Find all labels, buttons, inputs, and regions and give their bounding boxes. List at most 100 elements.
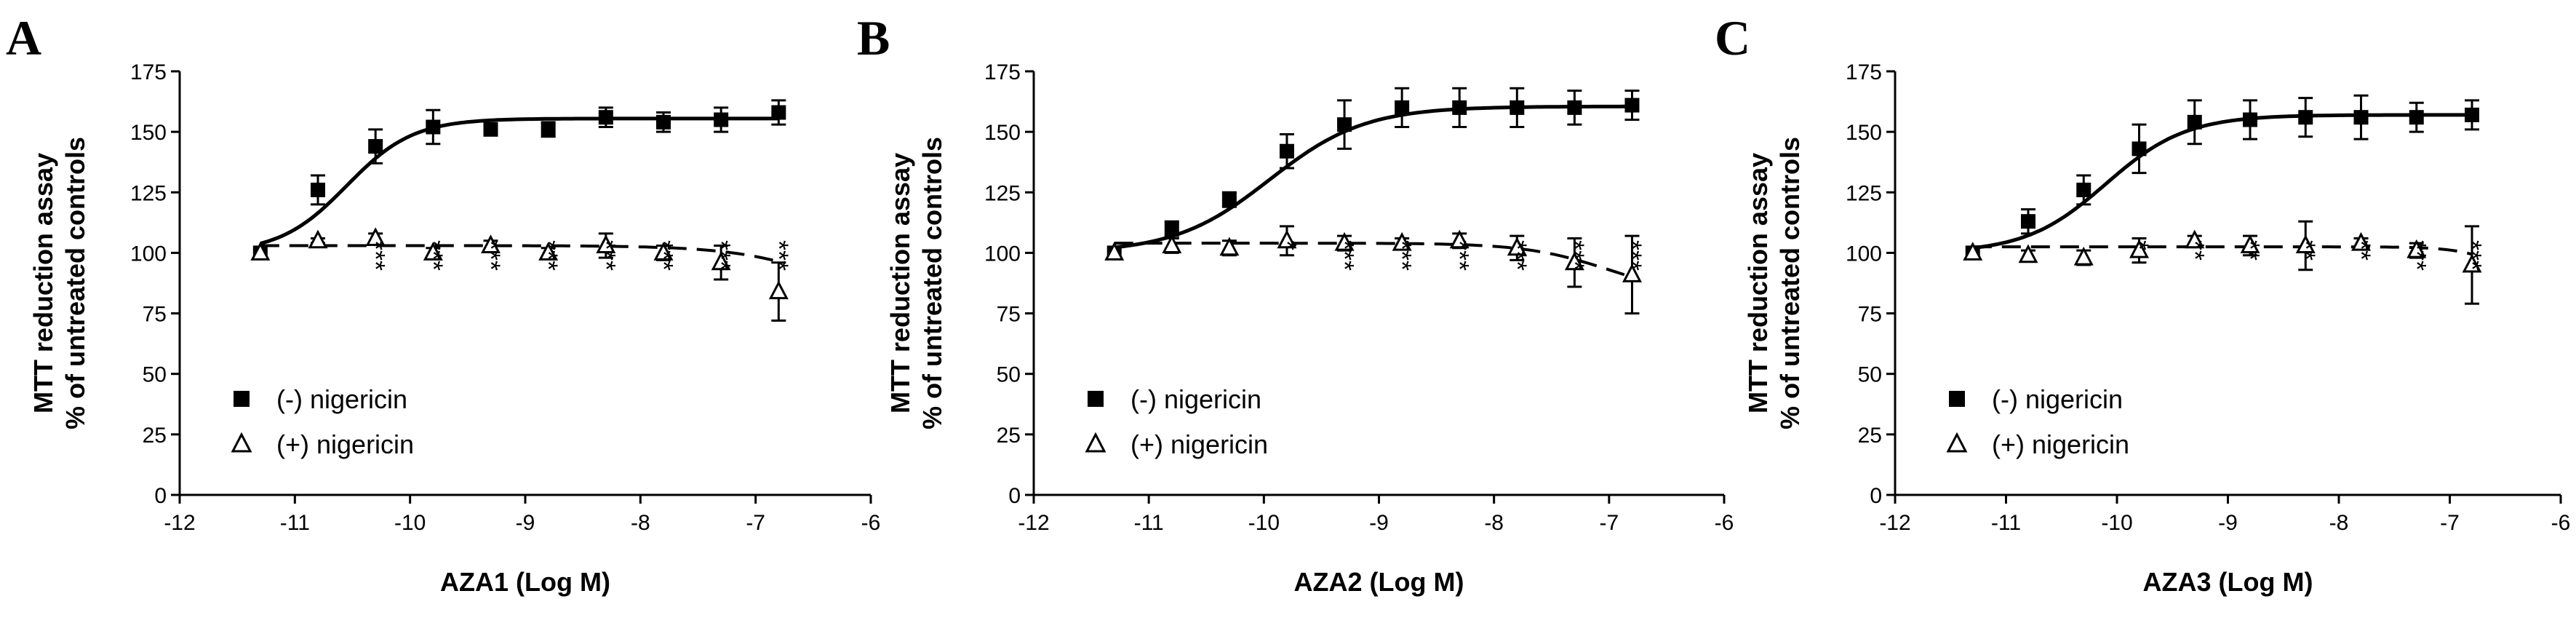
legend-square-marker bbox=[234, 391, 250, 407]
data-point-triangle bbox=[250, 242, 271, 261]
data-point-triangle bbox=[1622, 263, 1642, 282]
data-point-square bbox=[541, 122, 556, 137]
y-tick-label: 125 bbox=[1846, 181, 1882, 205]
y-tick-label: 100 bbox=[130, 242, 167, 266]
data-point-triangle bbox=[1963, 242, 1983, 261]
legend-square-marker bbox=[1949, 391, 1965, 407]
panel-a: A 0 25 50 75 100 125 150 175 -12 -11 -10 -9 -8 -7 -6 AZA… bbox=[6, 10, 880, 597]
significance-label: ** bbox=[2236, 240, 2265, 261]
data-point-square bbox=[311, 182, 325, 197]
data-point-triangle bbox=[1162, 234, 1182, 253]
significance-label: *** bbox=[706, 240, 736, 271]
data-point-triangle bbox=[481, 234, 501, 253]
x-tick-label: -11 bbox=[1991, 511, 2021, 535]
y-axis-title-line2: % of untreated controls bbox=[1775, 137, 1805, 429]
data-point-square bbox=[656, 114, 671, 130]
x-tick-label: -9 bbox=[516, 511, 535, 535]
data-point-triangle bbox=[1449, 229, 1470, 249]
significance-label: *** bbox=[1560, 240, 1590, 271]
significance-label: ** bbox=[2347, 240, 2377, 261]
y-tick-label: 125 bbox=[984, 181, 1021, 205]
data-point-triangle bbox=[1507, 237, 1527, 256]
panel-letter: B bbox=[857, 10, 890, 66]
y-tick-label: 150 bbox=[1846, 121, 1882, 145]
x-tick-label: -6 bbox=[2551, 511, 2571, 535]
x-tick-label: -9 bbox=[1369, 511, 1389, 535]
significance-label: ** bbox=[2291, 240, 2321, 261]
data-point-triangle bbox=[1564, 251, 1584, 271]
data-point-triangle bbox=[2018, 244, 2038, 263]
legend-label-minus-nigericin: (-) nigericin bbox=[1131, 384, 1261, 414]
legend-label-plus-nigericin: (+) nigericin bbox=[1131, 429, 1268, 459]
y-tick-label: 0 bbox=[1008, 484, 1021, 508]
significance-label: *** bbox=[1387, 240, 1417, 271]
data-point-triangle bbox=[1392, 231, 1412, 251]
y-tick-label: 175 bbox=[984, 60, 1021, 84]
data-point-triangle bbox=[711, 251, 731, 271]
data-point-square bbox=[771, 105, 786, 120]
series-plus-nigericin-curve bbox=[260, 244, 779, 263]
significance-label: *** bbox=[1330, 240, 1360, 271]
x-axis-title: AZA2 (Log M) bbox=[1294, 567, 1464, 597]
y-tick-label: 25 bbox=[1858, 424, 1882, 448]
y-tick-label: 125 bbox=[130, 181, 167, 205]
legend-label-plus-nigericin: (+) nigericin bbox=[276, 429, 414, 459]
x-tick-label: -7 bbox=[1599, 511, 1619, 535]
panel-letter: A bbox=[6, 10, 41, 66]
significance-label: *** bbox=[2457, 240, 2487, 271]
y-tick-label: 175 bbox=[130, 60, 167, 84]
legend-label-plus-nigericin: (+) nigericin bbox=[1992, 429, 2129, 459]
data-point-triangle bbox=[2295, 234, 2316, 253]
series-minus-nigericin-curve bbox=[1114, 104, 1632, 250]
data-point-triangle bbox=[365, 227, 386, 246]
data-point-triangle bbox=[2073, 246, 2094, 266]
data-point-triangle bbox=[423, 242, 443, 261]
data-point-triangle bbox=[653, 242, 674, 261]
y-axis-title-line1: MTT reduction assay bbox=[28, 153, 58, 413]
data-point-square bbox=[2132, 141, 2147, 156]
series-minus-nigericin-curve bbox=[1972, 113, 2472, 250]
data-point-triangle bbox=[1104, 242, 1125, 261]
series-plus-nigericin-curve bbox=[1114, 242, 1633, 279]
x-tick-label: -8 bbox=[1484, 511, 1504, 535]
data-point-square bbox=[598, 110, 613, 125]
data-point-square bbox=[2409, 110, 2424, 125]
series-minus-nigericin-curve bbox=[260, 116, 779, 246]
legend-triangle-marker bbox=[1946, 432, 1968, 453]
x-tick-label: -7 bbox=[746, 511, 765, 535]
legend-triangle-marker bbox=[231, 432, 252, 453]
data-point-square bbox=[2465, 107, 2479, 122]
data-point-square bbox=[2353, 110, 2369, 125]
x-tick-label: -6 bbox=[1715, 511, 1734, 535]
x-tick-label: -12 bbox=[1879, 511, 1910, 535]
data-point-square bbox=[1567, 100, 1582, 115]
significance-label: *** bbox=[1445, 240, 1475, 271]
x-tick-label: -8 bbox=[631, 511, 650, 535]
data-point-square bbox=[1452, 100, 1467, 115]
x-tick-label: -8 bbox=[2329, 511, 2349, 535]
data-point-triangle bbox=[2185, 229, 2205, 249]
y-tick-label: 75 bbox=[143, 303, 167, 327]
data-point-square bbox=[2021, 214, 2035, 229]
significance-label: *** bbox=[591, 240, 621, 271]
data-point-square bbox=[1395, 100, 1410, 115]
data-point-square bbox=[2076, 182, 2091, 197]
data-point-square bbox=[2298, 110, 2313, 125]
data-point-square bbox=[1337, 117, 1352, 132]
data-point-square bbox=[1164, 221, 1179, 237]
x-tick-label: -11 bbox=[280, 511, 310, 535]
legend-square-marker bbox=[1088, 391, 1104, 407]
data-point-triangle bbox=[2351, 231, 2371, 251]
data-point-square bbox=[714, 112, 729, 127]
y-tick-label: 25 bbox=[143, 424, 167, 448]
y-tick-label: 100 bbox=[984, 242, 1021, 266]
data-point-square bbox=[2243, 112, 2257, 127]
legend-triangle-marker bbox=[1085, 432, 1106, 453]
data-point-triangle bbox=[2129, 239, 2149, 258]
panel-c: C 0 25 50 75 100 125 150 175 -12 -11 -10 -9 -8 -7 -6 AZA… bbox=[1715, 10, 2570, 597]
x-tick-label: -12 bbox=[1018, 511, 1049, 535]
data-point-triangle bbox=[2406, 239, 2427, 258]
x-tick-label: -12 bbox=[164, 511, 195, 535]
x-axis-title: AZA3 (Log M) bbox=[2143, 567, 2313, 597]
